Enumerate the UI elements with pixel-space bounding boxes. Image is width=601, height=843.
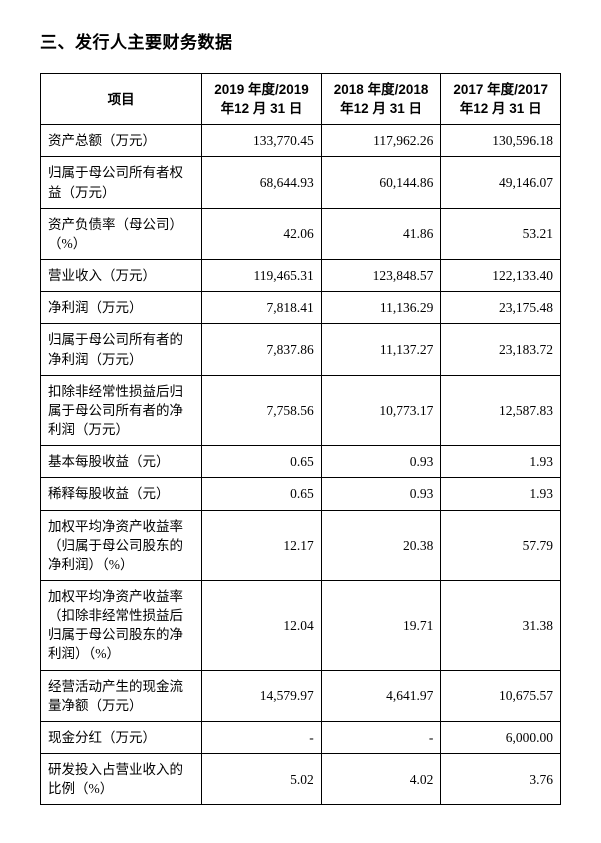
cell-value: 0.65 — [202, 478, 322, 510]
row-label: 研发投入占营业收入的比例（%） — [41, 754, 202, 805]
cell-value: - — [321, 721, 441, 753]
row-label: 净利润（万元） — [41, 292, 202, 324]
table-row: 扣除非经常性损益后归属于母公司所有者的净利润（万元）7,758.5610,773… — [41, 375, 561, 445]
cell-value: - — [202, 721, 322, 753]
row-label: 资产负债率（母公司）（%） — [41, 208, 202, 259]
table-row: 资产负债率（母公司）（%）42.0641.8653.21 — [41, 208, 561, 259]
cell-value: 11,137.27 — [321, 324, 441, 375]
row-label: 基本每股收益（元） — [41, 446, 202, 478]
cell-value: 49,146.07 — [441, 157, 561, 208]
row-label: 加权平均净资产收益率（归属于母公司股东的净利润）（%） — [41, 510, 202, 580]
cell-value: 1.93 — [441, 478, 561, 510]
cell-value: 4,641.97 — [321, 670, 441, 721]
cell-value: 130,596.18 — [441, 125, 561, 157]
col-header: 2019 年度/2019 年12 月 31 日 — [202, 74, 322, 125]
cell-value: 133,770.45 — [202, 125, 322, 157]
cell-value: 12.17 — [202, 510, 322, 580]
cell-value: 1.93 — [441, 446, 561, 478]
col-header: 2018 年度/2018 年12 月 31 日 — [321, 74, 441, 125]
cell-value: 5.02 — [202, 754, 322, 805]
cell-value: 11,136.29 — [321, 292, 441, 324]
cell-value: 6,000.00 — [441, 721, 561, 753]
row-label: 现金分红（万元） — [41, 721, 202, 753]
table-row: 归属于母公司所有者权益（万元）68,644.9360,144.8649,146.… — [41, 157, 561, 208]
row-label: 营业收入（万元） — [41, 260, 202, 292]
cell-value: 12.04 — [202, 580, 322, 670]
table-row: 经营活动产生的现金流量净额（万元）14,579.974,641.9710,675… — [41, 670, 561, 721]
table-row: 加权平均净资产收益率（扣除非经常性损益后归属于母公司股东的净利润）（%）12.0… — [41, 580, 561, 670]
col-header: 项目 — [41, 74, 202, 125]
cell-value: 0.65 — [202, 446, 322, 478]
row-label: 加权平均净资产收益率（扣除非经常性损益后归属于母公司股东的净利润）（%） — [41, 580, 202, 670]
cell-value: 53.21 — [441, 208, 561, 259]
col-header: 2017 年度/2017 年12 月 31 日 — [441, 74, 561, 125]
cell-value: 57.79 — [441, 510, 561, 580]
cell-value: 42.06 — [202, 208, 322, 259]
cell-value: 68,644.93 — [202, 157, 322, 208]
cell-value: 0.93 — [321, 446, 441, 478]
cell-value: 14,579.97 — [202, 670, 322, 721]
row-label: 经营活动产生的现金流量净额（万元） — [41, 670, 202, 721]
cell-value: 12,587.83 — [441, 375, 561, 445]
row-label: 扣除非经常性损益后归属于母公司所有者的净利润（万元） — [41, 375, 202, 445]
cell-value: 60,144.86 — [321, 157, 441, 208]
cell-value: 7,818.41 — [202, 292, 322, 324]
cell-value: 122,133.40 — [441, 260, 561, 292]
table-row: 稀释每股收益（元）0.650.931.93 — [41, 478, 561, 510]
cell-value: 117,962.26 — [321, 125, 441, 157]
cell-value: 4.02 — [321, 754, 441, 805]
table-row: 归属于母公司所有者的净利润（万元）7,837.8611,137.2723,183… — [41, 324, 561, 375]
cell-value: 123,848.57 — [321, 260, 441, 292]
cell-value: 20.38 — [321, 510, 441, 580]
cell-value: 41.86 — [321, 208, 441, 259]
cell-value: 0.93 — [321, 478, 441, 510]
cell-value: 7,758.56 — [202, 375, 322, 445]
table-row: 基本每股收益（元）0.650.931.93 — [41, 446, 561, 478]
table-row: 加权平均净资产收益率（归属于母公司股东的净利润）（%）12.1720.3857.… — [41, 510, 561, 580]
cell-value: 31.38 — [441, 580, 561, 670]
cell-value: 10,675.57 — [441, 670, 561, 721]
cell-value: 23,175.48 — [441, 292, 561, 324]
table-row: 净利润（万元）7,818.4111,136.2923,175.48 — [41, 292, 561, 324]
table-row: 现金分红（万元）--6,000.00 — [41, 721, 561, 753]
cell-value: 119,465.31 — [202, 260, 322, 292]
cell-value: 19.71 — [321, 580, 441, 670]
row-label: 归属于母公司所有者权益（万元） — [41, 157, 202, 208]
row-label: 归属于母公司所有者的净利润（万元） — [41, 324, 202, 375]
table-header-row: 项目 2019 年度/2019 年12 月 31 日 2018 年度/2018 … — [41, 74, 561, 125]
row-label: 稀释每股收益（元） — [41, 478, 202, 510]
cell-value: 3.76 — [441, 754, 561, 805]
table-row: 研发投入占营业收入的比例（%）5.024.023.76 — [41, 754, 561, 805]
financial-data-table: 项目 2019 年度/2019 年12 月 31 日 2018 年度/2018 … — [40, 73, 561, 805]
section-title: 三、发行人主要财务数据 — [40, 28, 561, 53]
row-label: 资产总额（万元） — [41, 125, 202, 157]
cell-value: 23,183.72 — [441, 324, 561, 375]
table-row: 资产总额（万元）133,770.45117,962.26130,596.18 — [41, 125, 561, 157]
cell-value: 10,773.17 — [321, 375, 441, 445]
cell-value: 7,837.86 — [202, 324, 322, 375]
table-row: 营业收入（万元）119,465.31123,848.57122,133.40 — [41, 260, 561, 292]
